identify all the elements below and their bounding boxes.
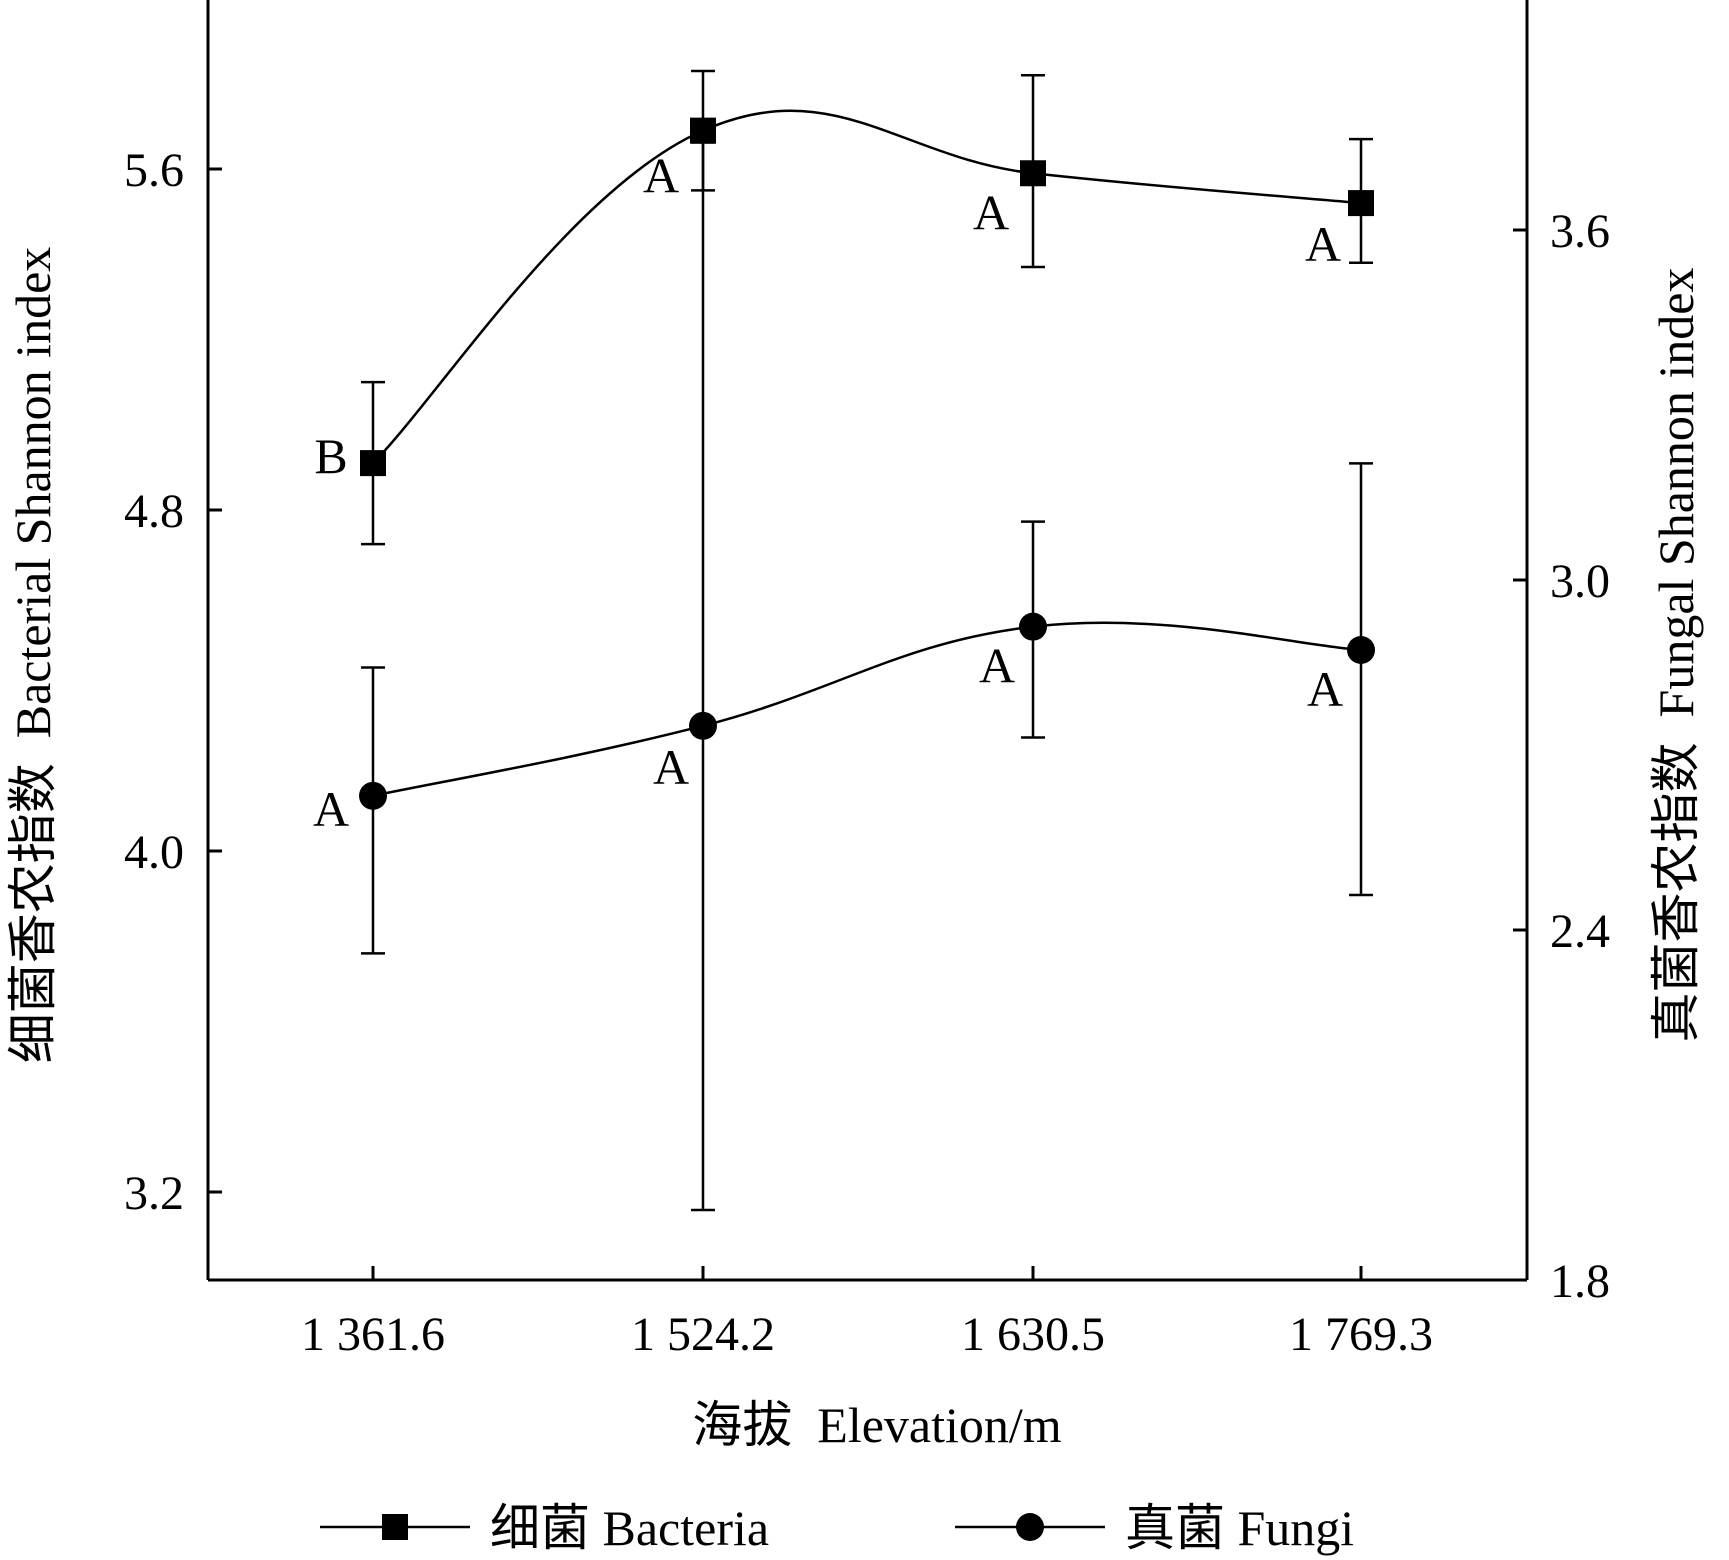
significance-letter: A [973,184,1009,240]
data-point-circle [689,711,717,740]
series-square: B A A A [314,69,1374,546]
y-tick-label-left: 4.8 [124,485,184,538]
x-tick-label: 1 769.3 [1289,1308,1433,1361]
significance-letter: B [314,428,347,484]
x-tick-label: 1 524.2 [631,1308,775,1361]
legend-item: 真菌 Fungi [955,1500,1354,1556]
left-axis-ticks: 3.2 4.0 4.8 5.6 [124,144,222,1220]
data-point-circle [1347,636,1375,664]
legend: 细菌 Bacteria 真菌 Fungi [320,1500,1354,1556]
right-axis-ticks: 1.8 2.4 3.0 3.6 [1513,205,1610,1308]
y-tick-label-right: 1.8 [1550,1255,1610,1308]
significance-letter: A [313,781,349,837]
y-tick-label-left: 5.6 [124,144,184,197]
data-point-square [1020,160,1046,187]
series-circle: A A A A [313,141,1375,1212]
x-tick-label: 1 361.6 [301,1308,445,1361]
x-axis-label: 海拔 Elevation/m [692,1397,1061,1453]
y-axis-label-right: 真菌香农指数 Fungal Shannon index [1648,268,1704,1043]
series-line [372,621,1362,798]
significance-letter: A [643,148,679,204]
data-point-square [1348,190,1374,217]
series-line [372,109,1362,464]
series-layer: B A A A A A A A [313,69,1375,1212]
y-tick-label-right: 3.0 [1550,555,1610,608]
significance-letter: A [1305,216,1341,272]
legend-marker-circle [1016,1513,1044,1541]
significance-letter: A [979,638,1015,694]
data-point-circle [359,781,387,810]
significance-letter: A [1307,661,1343,717]
significance-letter: A [653,739,689,795]
y-tick-label-right: 2.4 [1550,905,1610,958]
y-axis-label-left: 细菌香农指数 Bacterial Shannon index [5,247,61,1064]
legend-marker-square [382,1514,408,1540]
y-tick-label-right: 3.6 [1550,205,1610,258]
data-point-square [360,450,386,477]
y-tick-label-left: 4.0 [124,826,184,879]
x-tick-label: 1 630.5 [961,1308,1105,1361]
x-axis-ticks: 1 361.6 1 524.2 1 630.5 1 769.3 [301,1266,1433,1361]
data-point-square [690,117,716,144]
legend-item: 细菌 Bacteria [320,1500,769,1556]
legend-label: 细菌 Bacteria [490,1500,769,1556]
y-tick-label-left: 3.2 [124,1167,184,1220]
data-point-circle [1019,612,1047,641]
legend-label: 真菌 Fungi [1125,1500,1354,1556]
